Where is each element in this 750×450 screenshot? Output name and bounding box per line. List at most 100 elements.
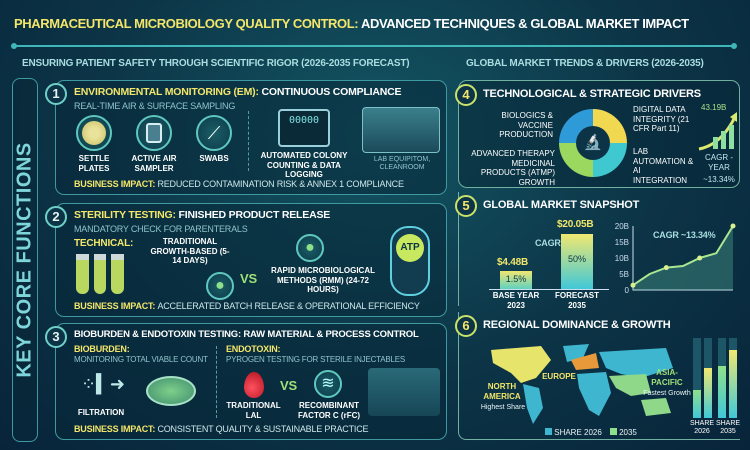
share-bar-fill: [704, 368, 712, 418]
share-bar-label: SHARE 2035: [715, 420, 741, 436]
divider: [216, 346, 217, 418]
share-bar-group: [693, 338, 712, 418]
traditional-method-label: TRADITIONAL GROWTH-BASED (5-14 DAYS): [150, 237, 230, 266]
growth-arrow-icon: [698, 112, 737, 151]
section-title: STERILITY TESTING: FINISHED PRODUCT RELE…: [74, 209, 331, 221]
axis: [632, 226, 733, 291]
section-number: 6: [455, 315, 477, 337]
section-market-snapshot: 5 GLOBAL MARKET SNAPSHOT $4.48B 1.5% $20…: [455, 192, 740, 310]
bar-category: FORECAST 2035: [555, 291, 599, 310]
bar-base-year: 1.5%: [500, 271, 532, 289]
bar-forecast: 50%: [561, 234, 593, 289]
cagr-arrow-label: CAGR: [535, 238, 561, 248]
share-bar: [704, 338, 712, 418]
section-drivers: 4 TECHNOLOGICAL & STRATEGIC DRIVERS BIOL…: [455, 80, 740, 188]
side-label-panel: KEY CORE FUNCTIONS: [12, 78, 38, 442]
lal-label: TRADITIONAL LAL: [226, 401, 281, 420]
section-regional: 6 REGIONAL DOMINANCE & GROWTH NORTH AMER…: [455, 312, 741, 440]
petri-dish-icon: [146, 376, 196, 406]
share-bar: [693, 338, 701, 418]
section-number: 5: [455, 195, 477, 217]
vs-label: VS: [280, 378, 297, 393]
bioburden-text: MONITORING TOTAL VIABLE COUNT: [74, 355, 208, 364]
swab-icon: ⟋: [196, 115, 232, 151]
trend-value: 43.19B: [701, 103, 727, 112]
cagr-value: ~13.34%: [703, 175, 735, 184]
colony-counter-monitor: 00000: [278, 109, 330, 147]
atp-device-icon: ATP: [390, 226, 430, 296]
microbe-icon: ●: [296, 234, 324, 262]
side-label: KEY CORE FUNCTIONS: [13, 142, 36, 378]
share-bar-fill: [729, 350, 737, 418]
air-sampler-icon: [136, 115, 172, 151]
rmm-label: RAPID MICROBIOLOGICAL METHODS (RMM) (24-…: [271, 266, 375, 295]
y-tick-label: 15B: [615, 238, 629, 247]
filtration-icon: ⁘▍➜: [81, 374, 126, 394]
page-title: PHARMACEUTICAL MICROBIOLOGY QUALITY CONT…: [14, 16, 689, 31]
share-bar-group: [718, 338, 737, 418]
region-name: EUROPE: [542, 372, 576, 381]
filtration-label: FILTRATION: [77, 408, 125, 417]
rfc-label: RECOMBINANT FACTOR C (rFC): [297, 401, 361, 420]
scientists-illustration: [368, 368, 440, 416]
section-title: GLOBAL MARKET SNAPSHOT: [483, 199, 640, 211]
microscope-icon: 🔬: [576, 126, 610, 160]
legend-item: SHARE 2026: [545, 428, 602, 437]
rfc-icon: ≋: [314, 370, 342, 398]
data-point: [630, 282, 636, 288]
legend-item: 2035: [609, 428, 637, 437]
section-title: REGIONAL DOMINANCE & GROWTH: [483, 319, 671, 331]
right-subtitle: GLOBAL MARKET TRENDS & DRIVERS (2026-203…: [466, 58, 704, 69]
line-annotation: CAGR ~13.34%: [653, 230, 716, 240]
left-subtitle: ENSURING PATIENT SAFETY THROUGH SCIENTIF…: [22, 58, 410, 69]
automation-label: AUTOMATED COLONY COUNTING & DATA LOGGING: [260, 151, 348, 180]
section-sterility-testing: 2 STERILITY TESTING: FINISHED PRODUCT RE…: [45, 203, 447, 317]
bar-value-label: $20.05B: [557, 219, 594, 230]
driver-label: LAB AUTOMATION & AI INTEGRATION: [633, 147, 694, 185]
share-bar: [729, 338, 737, 418]
vs-label: VS: [240, 271, 257, 286]
share-bar: [718, 338, 726, 418]
region-note: Fastest Growth: [643, 390, 691, 397]
title-divider: [11, 43, 737, 49]
section-title: BIOBURDEN & ENDOTOXIN TESTING: RAW MATER…: [74, 329, 419, 340]
share-bar-fill: [718, 366, 726, 418]
share-bar-fill: [693, 390, 701, 418]
region-name: ASIA-PACIFIC: [651, 368, 683, 387]
bacteria-icon: ●: [206, 272, 234, 300]
driver-label: ADVANCED THERAPY MEDICINAL PRODUCTS (ATM…: [471, 149, 555, 187]
section-bioburden-endotoxin: 3 BIOBURDEN & ENDOTOXIN TESTING: RAW MAT…: [45, 323, 447, 440]
section-number: 2: [45, 206, 67, 228]
cleanroom-lab-illustration: [362, 107, 440, 153]
share-bars: [693, 338, 739, 418]
y-tick-label: 0: [625, 286, 630, 295]
y-tick-label: 20B: [615, 222, 629, 231]
item-label: SWABS: [199, 154, 229, 163]
section-number: 1: [45, 83, 67, 105]
section-subtitle: MANDATORY CHECK FOR PARENTERALS: [74, 224, 248, 234]
driver-label: BIOLOGICS & VACCINE PRODUCTION: [499, 111, 553, 140]
section-number: 3: [45, 326, 67, 348]
business-impact: BUSINESS IMPACT: REDUCED CONTAMINATION R…: [74, 179, 404, 189]
section-environmental-monitoring: 1 ENVIRONMENTAL MONITORING (EM): CONTINU…: [45, 80, 447, 195]
bar-category: BASE YEAR 2023: [492, 291, 540, 310]
section-title: TECHNOLOGICAL & STRATEGIC DRIVERS: [483, 88, 701, 100]
business-impact: BUSINESS IMPACT: CONSISTENT QUALITY & SU…: [74, 424, 369, 434]
lab-label: LAB EQUIPITOM, CLEANROOM: [373, 156, 431, 172]
map-legend: SHARE 2026 2035: [545, 428, 637, 437]
data-point: [730, 223, 736, 229]
endotoxin-label: ENDOTOXIN:: [226, 344, 281, 354]
bioburden-label: BIOBURDEN:: [74, 344, 130, 354]
market-line-chart: 0 5B 10B 15B 20B: [615, 222, 736, 295]
section-number: 4: [455, 84, 477, 106]
bar-baseline: [489, 289, 609, 290]
data-point: [663, 265, 669, 271]
data-point: [697, 255, 703, 261]
cagr-label: CAGR -YEAR: [705, 153, 733, 172]
petri-dish-icon: [76, 115, 112, 151]
region-name: NORTH AMERICA: [483, 382, 521, 401]
world-map: [491, 344, 673, 424]
y-tick-label: 5B: [619, 270, 629, 279]
item-label: ACTIVE AIR SAMPLER: [131, 154, 177, 173]
divider: [248, 111, 249, 171]
